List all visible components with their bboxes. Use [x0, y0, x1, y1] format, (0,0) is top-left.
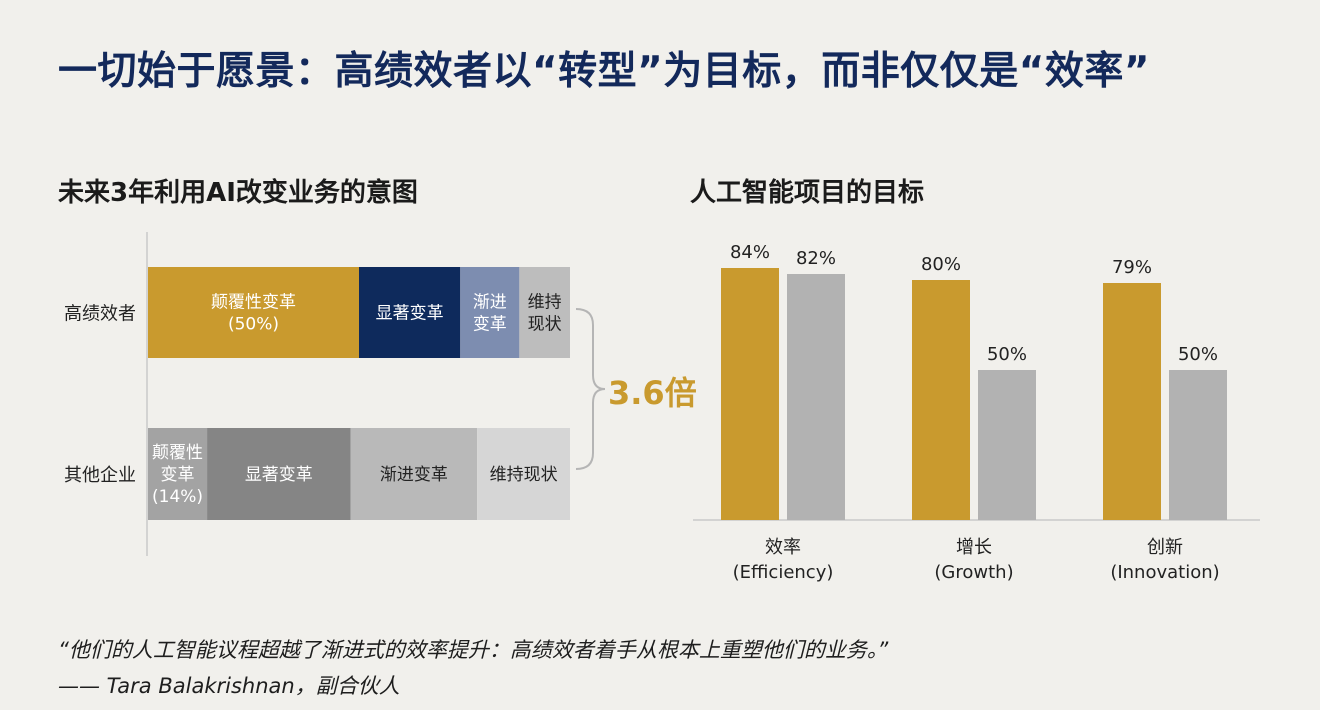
category-label-c2-1: (Innovation)	[1110, 562, 1219, 583]
bar-label-r0-s2-0: 渐进	[473, 293, 507, 313]
bar-label-r0-s3-1: 现状	[528, 315, 562, 335]
value-label-c0-s1: 82%	[796, 248, 836, 269]
bar-label-r0-s2-1: 变革	[473, 315, 507, 335]
bar-label-r1-s0-1: 变革	[161, 465, 195, 485]
page-title: 一切始于愿景：高绩效者以“转型”为目标，而非仅仅是“效率”	[58, 49, 1151, 94]
bar-c2-s1	[1169, 370, 1227, 520]
stacked-bar-r0-s0	[148, 267, 359, 358]
value-label-c0-s0: 84%	[730, 242, 770, 263]
quote-text: “他们的人工智能议程超越了渐进式的效率提升：高绩效者着手从根本上重塑他们的业务。…	[58, 638, 889, 662]
right-chart-title: 人工智能项目的目标	[690, 178, 925, 208]
row-label-0: 高绩效者	[64, 304, 136, 325]
bar-label-r1-s2-0: 渐进变革	[380, 465, 448, 485]
annotation-multiplier: 3.6倍	[608, 374, 697, 412]
category-label-c0-0: 效率	[765, 537, 801, 558]
stacked-bar-r0-s2	[460, 267, 520, 358]
bar-label-r1-s0-0: 颠覆性	[152, 443, 203, 463]
stacked-bar-r1-s2	[350, 428, 478, 520]
bar-label-r0-s3-0: 维持	[528, 293, 562, 313]
bar-label-r0-s0-0: 颠覆性变革	[211, 293, 296, 313]
stacked-bar-r1-s1	[207, 428, 351, 520]
bar-c0-s0	[721, 268, 779, 520]
stacked-bar-r1-s3	[477, 428, 570, 520]
bar-label-r1-s1-0: 显著变革	[245, 465, 313, 485]
brace-shape	[575, 308, 606, 470]
quote-attribution: —— Tara Balakrishnan，副合伙人	[58, 674, 400, 698]
value-label-c2-s1: 50%	[1178, 344, 1218, 365]
stacked-bar-r1-s0	[148, 428, 208, 520]
category-label-c1-1: (Growth)	[934, 562, 1013, 583]
stacked-bar-r0-s1	[359, 267, 461, 358]
value-label-c1-s1: 50%	[987, 344, 1027, 365]
left-chart-title: 未来3年利用AI改变业务的意图	[58, 178, 418, 208]
bar-label-r1-s3-0: 维持现状	[490, 465, 558, 485]
bar-label-r0-s1-0: 显著变革	[376, 304, 444, 324]
bar-label-r1-s0-2: (14%)	[152, 487, 203, 507]
category-label-c2-0: 创新	[1147, 537, 1183, 558]
category-label-c0-1: (Efficiency)	[733, 562, 834, 583]
category-label-c1-0: 增长	[956, 537, 992, 558]
bar-c1-s1	[978, 370, 1036, 520]
value-label-c1-s0: 80%	[921, 254, 961, 275]
bar-c0-s1	[787, 274, 845, 520]
bar-label-r0-s0-1: (50%)	[228, 315, 279, 335]
bar-c2-s0	[1103, 283, 1161, 520]
row-label-1: 其他企业	[64, 465, 136, 486]
stacked-bar-r0-s3	[519, 267, 570, 358]
value-label-c2-s0: 79%	[1112, 257, 1152, 278]
bar-c1-s0	[912, 280, 970, 520]
